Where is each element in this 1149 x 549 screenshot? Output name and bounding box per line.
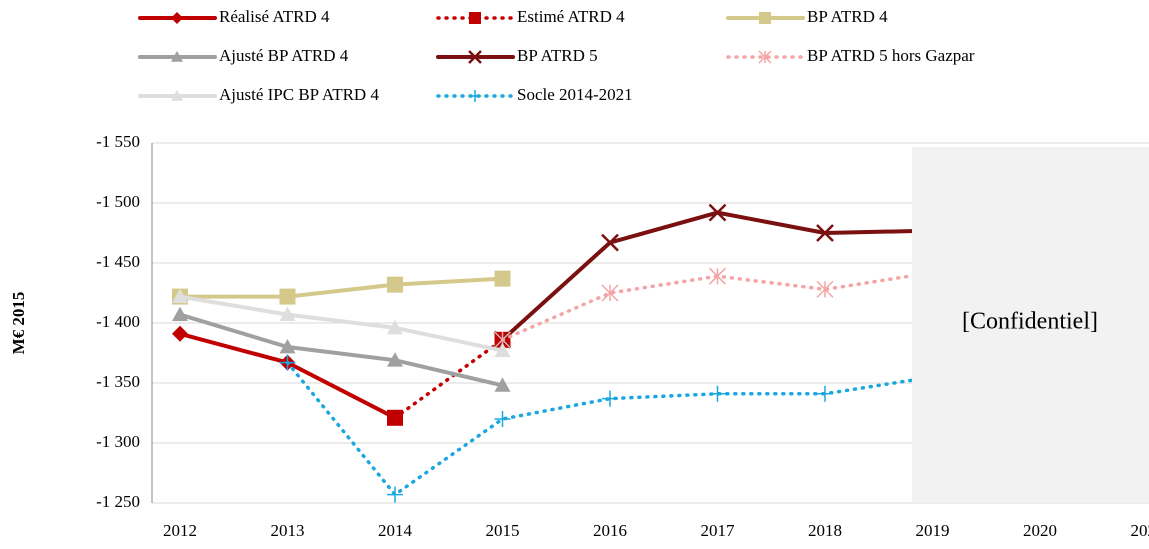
- legend-label: Ajusté BP ATRD 4: [219, 46, 349, 65]
- marker: [494, 377, 511, 392]
- legend-label: Estimé ATRD 4: [517, 7, 625, 26]
- x-tick-label: 2018: [808, 521, 842, 540]
- y-tick-label: -1 550: [96, 132, 140, 151]
- y-axis-label: M€ 2015: [9, 292, 28, 355]
- legend-label: BP ATRD 4: [807, 7, 888, 26]
- marker: [759, 12, 771, 24]
- marker: [816, 280, 834, 298]
- y-tick-label: -1 300: [96, 432, 140, 451]
- series-line: [393, 338, 505, 420]
- marker: [494, 411, 511, 427]
- series-line: [178, 294, 505, 353]
- marker: [817, 385, 833, 402]
- marker: [171, 12, 183, 24]
- marker: [172, 325, 188, 342]
- series-line: [178, 312, 505, 388]
- marker: [387, 409, 403, 426]
- marker: [602, 390, 618, 407]
- series-line: [178, 276, 505, 299]
- marker: [172, 306, 188, 321]
- x-tick-label: 2020: [1023, 521, 1057, 540]
- marker: [601, 233, 619, 252]
- y-tick-label: -1 500: [96, 192, 140, 211]
- marker: [468, 50, 482, 64]
- legend-label: Socle 2014-2021: [517, 85, 633, 104]
- x-tick-label: 2015: [486, 521, 520, 540]
- y-tick-label: -1 400: [96, 312, 140, 331]
- legend-label: Réalisé ATRD 4: [219, 7, 330, 26]
- annotation: [Confidentiel]: [962, 309, 1098, 335]
- x-tick-label: 2014: [378, 521, 413, 540]
- x-tick-label: 2013: [271, 521, 305, 540]
- y-tick-label: -1 250: [96, 492, 140, 511]
- marker: [279, 354, 296, 371]
- marker: [708, 203, 727, 222]
- marker: [469, 90, 481, 102]
- marker: [816, 224, 834, 242]
- confidential-box: [912, 147, 1149, 503]
- marker: [279, 339, 296, 354]
- marker: [494, 270, 511, 287]
- legend-label: Ajusté IPC BP ATRD 4: [219, 85, 379, 104]
- marker: [758, 50, 772, 64]
- legend-label: BP ATRD 5: [517, 46, 598, 65]
- series-line: [285, 360, 935, 497]
- marker: [708, 267, 727, 285]
- marker: [387, 319, 403, 335]
- marker: [171, 51, 183, 62]
- marker: [171, 90, 183, 101]
- x-tick-label: 2012: [163, 521, 197, 540]
- marker: [601, 284, 619, 302]
- marker: [387, 276, 403, 293]
- x-tick-label: 2016: [593, 521, 627, 540]
- legend-label: BP ATRD 5 hors Gazpar: [807, 46, 975, 65]
- marker: [494, 342, 511, 357]
- x-tick-label: 2019: [916, 521, 950, 540]
- x-tick-label: 2021: [1131, 521, 1149, 540]
- marker: [387, 486, 403, 503]
- marker: [172, 288, 188, 303]
- y-tick-label: -1 450: [96, 252, 140, 271]
- marker: [387, 352, 403, 367]
- y-tick-label: -1 350: [96, 372, 140, 391]
- marker: [469, 12, 481, 24]
- marker: [279, 306, 296, 321]
- marker: [709, 385, 726, 402]
- marker: [279, 288, 296, 305]
- x-tick-label: 2017: [701, 521, 736, 540]
